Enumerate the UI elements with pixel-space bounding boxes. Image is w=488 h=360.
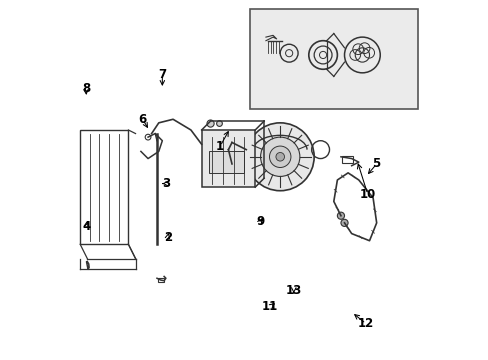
Text: 7: 7 [158,68,166,81]
Circle shape [216,121,222,126]
Text: 11: 11 [262,300,278,313]
Text: 1: 1 [216,140,224,153]
Circle shape [275,153,284,161]
Text: 4: 4 [82,220,91,233]
Text: 13: 13 [285,284,301,297]
Text: 10: 10 [359,188,375,201]
Text: 5: 5 [372,157,380,170]
Text: 8: 8 [81,82,90,95]
Circle shape [246,123,313,191]
Circle shape [340,219,347,226]
Circle shape [206,120,214,127]
Text: 6: 6 [138,113,146,126]
Bar [208,152,244,173]
Text: 2: 2 [163,231,171,244]
Bar [201,130,255,187]
Circle shape [337,212,344,219]
FancyBboxPatch shape [249,9,417,109]
Text: 12: 12 [357,317,373,330]
Circle shape [269,146,290,167]
Text: 3: 3 [162,177,170,190]
Bar [341,156,352,163]
Bar [158,278,164,282]
Text: 9: 9 [256,215,264,228]
Bar [80,130,128,244]
Circle shape [260,137,299,176]
